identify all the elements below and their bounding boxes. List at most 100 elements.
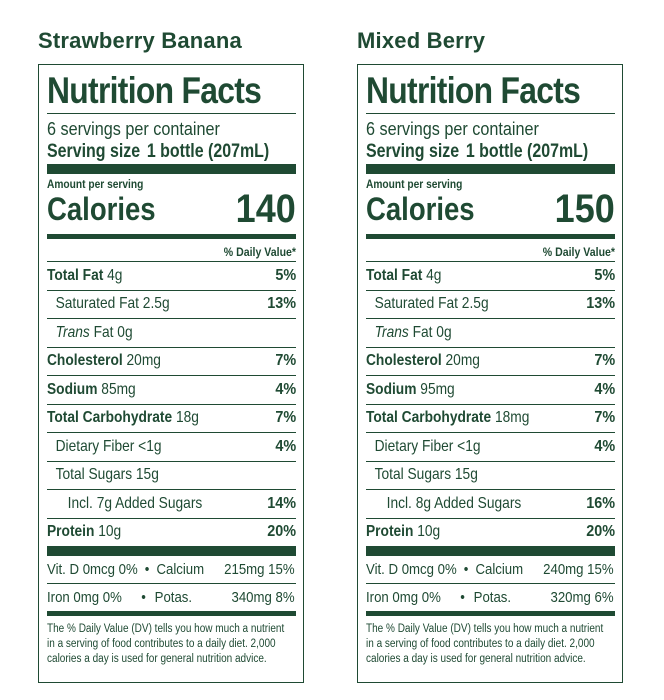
vitamin-row-2: Iron 0mg 0% • Potas. 340mg 8% — [47, 584, 295, 611]
nutrient-dv: 13% — [267, 295, 296, 313]
footnote: The % Daily Value (DV) tells you how muc… — [366, 623, 604, 665]
nutrient-row-saturated-fat: Saturated Fat 2.5g 13% — [366, 289, 615, 319]
nutrient-row-total-sugars: Total Sugars 15g — [47, 460, 296, 490]
nutrient-dv: 5% — [594, 266, 615, 284]
serving-size: Serving size 1 bottle (207mL) — [47, 140, 269, 164]
nutrient-amount: 95mg — [420, 380, 455, 398]
nutrient-amount: 8g — [415, 494, 432, 512]
trans-rest: Fat 0g — [408, 323, 452, 341]
calories-value: 140 — [235, 187, 296, 231]
nutrient-row-protein: Protein 10g 20% — [47, 517, 296, 547]
potassium-value: 320mg 6% — [550, 589, 614, 606]
trans-label: Trans — [374, 323, 409, 341]
daily-value-heading: % Daily Value* — [542, 245, 615, 259]
nutrient-label: Sodium — [47, 380, 98, 398]
nutrient-dv: 16% — [586, 494, 615, 512]
calcium-label: Calcium — [475, 561, 524, 578]
nutrient-label: Total Fat — [47, 266, 104, 284]
incl-prefix: Incl. — [386, 494, 416, 512]
nutrition-label-strawberry-banana: Nutrition Facts 6 servings per container… — [38, 64, 304, 683]
vitamin-d: Vit. D 0mcg 0% — [47, 561, 138, 578]
bullet-icon: • — [463, 561, 469, 578]
nutrient-amount: 10g — [417, 523, 441, 541]
nutrient-label: Total Carbohydrate — [47, 409, 173, 427]
nutrient-label: Added Sugars — [112, 494, 203, 512]
nutrient-amount: 4g — [426, 266, 442, 284]
incl-prefix: Incl. — [67, 494, 97, 512]
nutrient-dv: 7% — [275, 352, 296, 370]
nutrient-dv: 4% — [275, 437, 296, 455]
nutrient-label: Cholesterol — [47, 352, 123, 370]
nutrient-dv: 4% — [275, 380, 296, 398]
calories-row: Calories 140 — [47, 187, 296, 231]
nutrient-row-trans-fat: Trans Fat 0g — [47, 318, 296, 347]
vitamin-row-1: Vit. D 0mcg 0% • Calcium 215mg 15% — [47, 556, 295, 583]
nutrient-dv: 7% — [594, 352, 615, 370]
iron: Iron 0mg 0% — [366, 589, 441, 606]
calcium-value: 240mg 15% — [543, 561, 614, 578]
nutrient-label: Protein — [47, 523, 95, 541]
serving-size: Serving size 1 bottle (207mL) — [366, 140, 588, 164]
product-title-mixed-berry: Mixed Berry — [357, 28, 486, 53]
nutrient-label: Total Carbohydrate — [366, 409, 492, 427]
calories-label: Calories — [366, 191, 475, 227]
nutrient-label: Saturated Fat — [374, 295, 458, 313]
nutrient-row-sodium: Sodium 85mg 4% — [47, 375, 296, 404]
nutrient-row-dietary-fiber: Dietary Fiber <1g 4% — [366, 432, 615, 461]
serving-size-label: Serving size — [366, 141, 460, 162]
nutrient-label: Total Fat — [366, 266, 423, 284]
nutrient-amount: 18g — [175, 409, 199, 427]
nutrient-row-saturated-fat: Saturated Fat 2.5g 13% — [47, 289, 296, 319]
nutrient-row-trans-fat: Trans Fat 0g — [366, 318, 615, 347]
nutrient-row-total-carbohydrate: Total Carbohydrate 18g 7% — [47, 403, 296, 433]
potassium-label: Potas. — [473, 589, 512, 606]
vitamin-d: Vit. D 0mcg 0% — [366, 561, 457, 578]
amount-per-serving: Amount per serving — [366, 177, 463, 191]
nutrient-label: Total Sugars 15g — [374, 466, 478, 484]
nutrient-row-total-fat: Total Fat 4g 5% — [47, 261, 296, 290]
nutrient-dv: 20% — [586, 523, 615, 541]
nutrient-amount: 85mg — [101, 380, 136, 398]
calories-row: Calories 150 — [366, 189, 615, 229]
nutrient-amount: 4g — [107, 266, 123, 284]
nutrient-amount: 20mg — [445, 352, 480, 370]
nutrient-label: Total Sugars 15g — [55, 466, 159, 484]
servings-per-container: 6 servings per container — [366, 119, 539, 139]
serving-size-value: 1 bottle (207mL) — [146, 141, 270, 162]
nutrient-dv: 14% — [267, 494, 296, 512]
nutrient-row-total-carbohydrate: Total Carbohydrate 18mg 7% — [366, 403, 615, 433]
trans-label: Trans — [55, 323, 90, 341]
nutrient-amount: 18mg — [494, 409, 530, 427]
nutrient-row-added-sugars: Incl. 8g Added Sugars 16% — [366, 489, 615, 518]
nutrient-amount: 2.5g — [461, 295, 489, 313]
footnote: The % Daily Value (DV) tells you how muc… — [47, 623, 285, 665]
vitamin-row-2: Iron 0mg 0% • Potas. 320mg 6% — [366, 584, 614, 611]
nutrient-label: Protein — [366, 523, 414, 541]
serving-size-label: Serving size — [47, 141, 141, 162]
amount-per-serving: Amount per serving — [47, 177, 144, 191]
serving-size-value: 1 bottle (207mL) — [465, 141, 589, 162]
nutrition-facts-heading: Nutrition Facts — [47, 70, 262, 111]
trans-rest: Fat 0g — [89, 323, 133, 341]
vitamin-row-1: Vit. D 0mcg 0% • Calcium 240mg 15% — [366, 556, 614, 583]
bullet-icon: • — [141, 589, 146, 606]
nutrition-facts-heading: Nutrition Facts — [366, 70, 581, 111]
nutrient-row-cholesterol: Cholesterol 20mg 7% — [366, 346, 615, 376]
nutrient-row-total-fat: Total Fat 4g 5% — [366, 261, 615, 290]
nutrient-dv: 20% — [267, 523, 296, 541]
bullet-icon: • — [144, 561, 150, 578]
nutrient-amount: 2.5g — [142, 295, 170, 313]
servings-per-container: 6 servings per container — [47, 119, 220, 139]
nutrient-row-cholesterol: Cholesterol 20mg 7% — [47, 346, 296, 376]
nutrient-dv: 4% — [594, 380, 615, 398]
nutrient-label: Cholesterol — [366, 352, 442, 370]
nutrient-dv: 5% — [275, 266, 296, 284]
potassium-label: Potas. — [154, 589, 193, 606]
nutrient-row-protein: Protein 10g 20% — [366, 517, 615, 547]
nutrient-amount: 20mg — [126, 352, 161, 370]
nutrient-dv: 7% — [275, 409, 296, 427]
nutrient-dv: 13% — [586, 295, 615, 313]
nutrient-amount: 7g — [96, 494, 113, 512]
calcium-label: Calcium — [156, 561, 205, 578]
potassium-value: 340mg 8% — [231, 589, 295, 606]
